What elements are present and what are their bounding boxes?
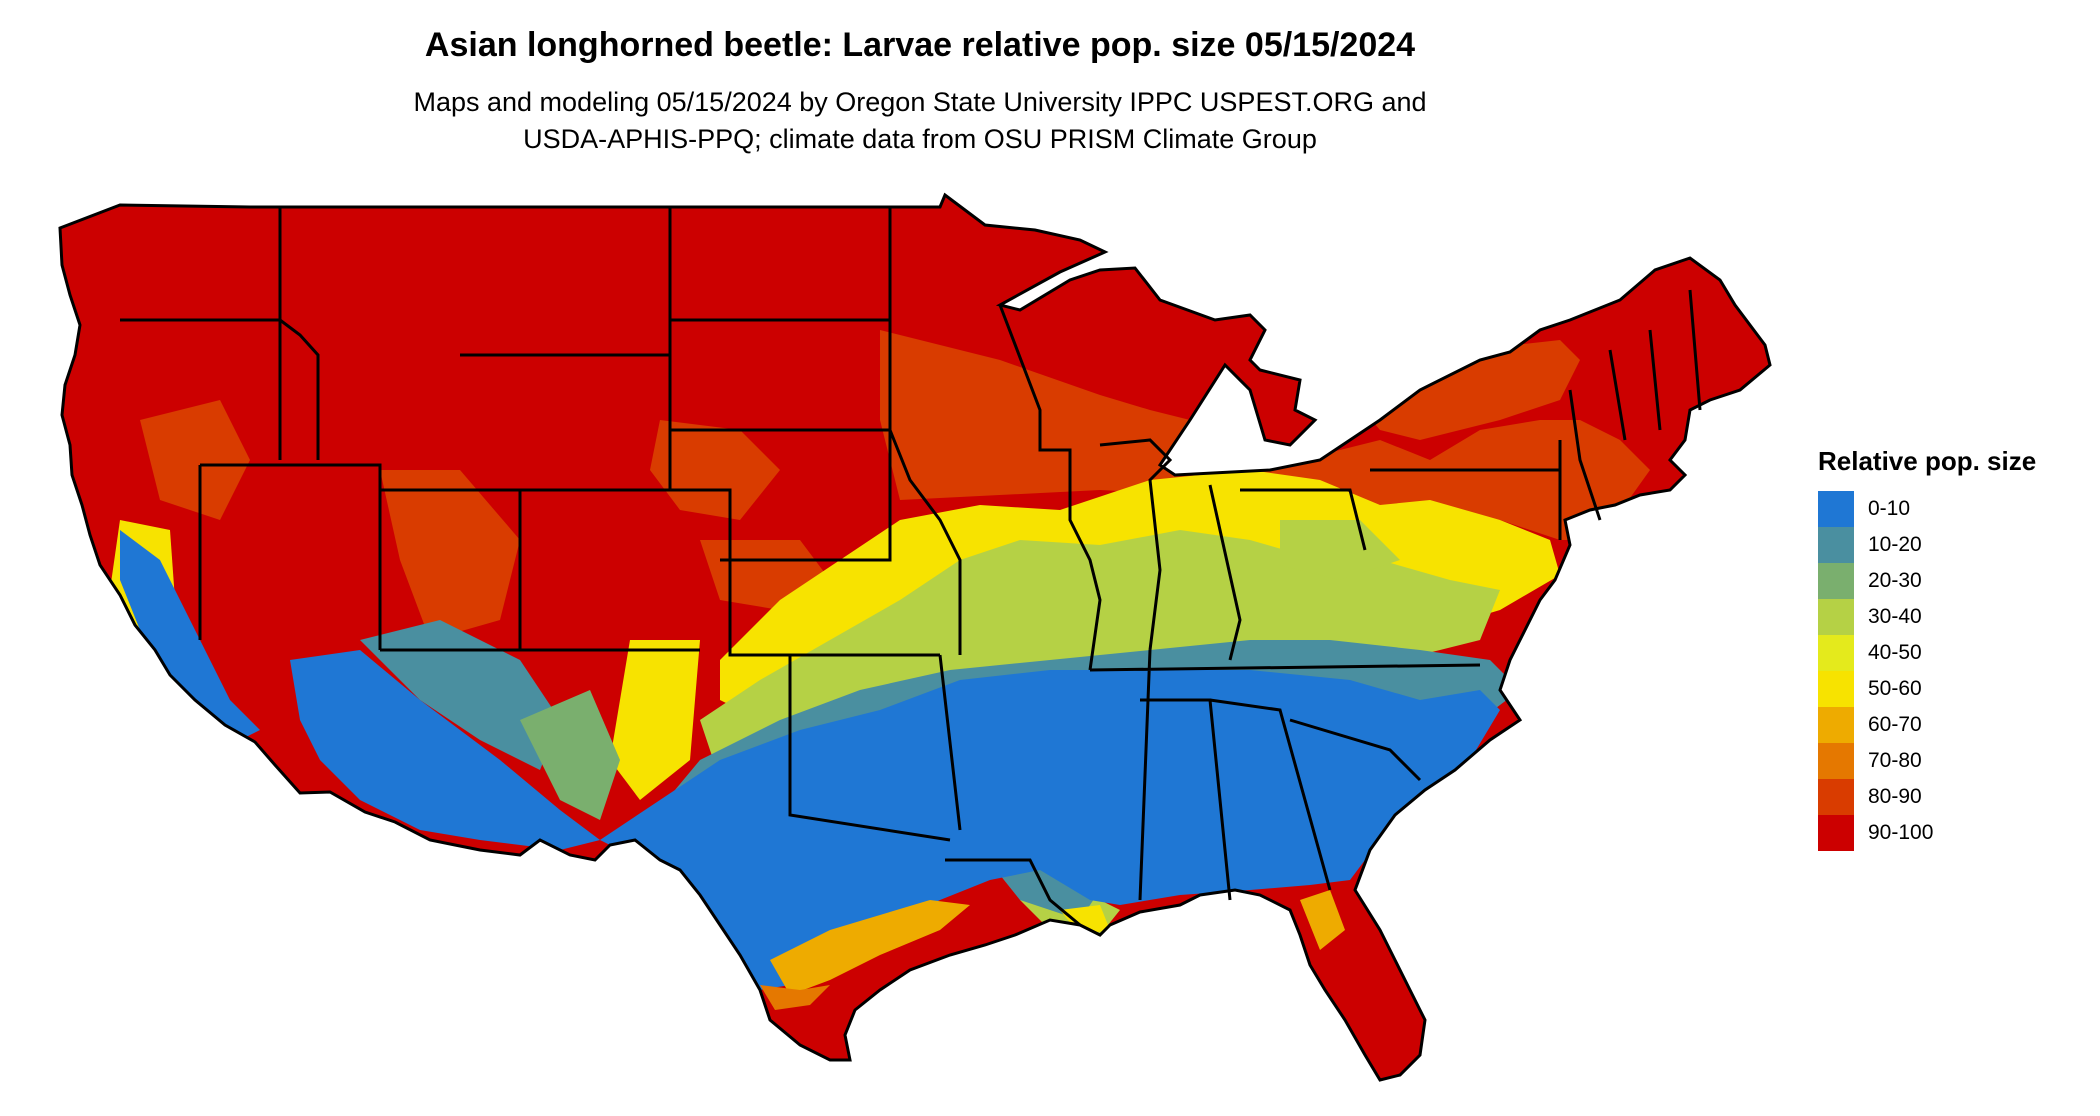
legend-item: 80-90 [1818, 779, 2036, 815]
legend-swatch [1818, 527, 1854, 563]
us-population-map [58, 193, 1772, 1082]
legend-label: 90-100 [1868, 821, 1934, 844]
subtitle-line-1: Maps and modeling 05/15/2024 by Oregon S… [413, 87, 1427, 117]
legend-item: 90-100 [1818, 815, 2036, 851]
legend-label: 60-70 [1868, 713, 1922, 736]
legend-swatch [1818, 599, 1854, 635]
legend-label: 50-60 [1868, 677, 1922, 700]
legend-label: 0-10 [1868, 497, 1911, 520]
legend-label: 80-90 [1868, 785, 1922, 808]
legend-swatch [1818, 635, 1854, 671]
map-subtitle: Maps and modeling 05/15/2024 by Oregon S… [0, 84, 1840, 158]
legend-swatch [1818, 491, 1854, 527]
legend-swatch [1818, 671, 1854, 707]
legend-label: 10-20 [1868, 533, 1922, 556]
legend-label: 70-80 [1868, 749, 1922, 772]
legend-label: 30-40 [1868, 605, 1922, 628]
state-borders [58, 193, 1772, 1082]
subtitle-line-2: USDA-APHIS-PPQ; climate data from OSU PR… [523, 124, 1317, 154]
legend-item: 40-50 [1818, 635, 2036, 671]
legend-swatch [1818, 743, 1854, 779]
legend-item: 70-80 [1818, 743, 2036, 779]
legend-item: 0-10 [1818, 491, 2036, 527]
legend-swatch [1818, 707, 1854, 743]
legend-items: 0-10 10-20 20-30 30-40 40-50 50-60 60-70 70-80 8… [1818, 491, 2036, 851]
legend-item: 30-40 [1818, 599, 2036, 635]
legend-title: Relative pop. size [1818, 446, 2037, 476]
legend-swatch [1818, 779, 1854, 815]
legend-swatch [1818, 815, 1854, 851]
legend-item: 20-30 [1818, 563, 2036, 599]
legend-swatch [1818, 563, 1854, 599]
legend-item: 50-60 [1818, 671, 2036, 707]
legend: Relative pop. size 0-10 10-20 20-30 30-40 40… [1818, 446, 2036, 851]
legend-label: 20-30 [1868, 569, 1922, 592]
legend-item: 60-70 [1818, 707, 2036, 743]
map-title: Asian longhorned beetle: Larvae relative… [424, 26, 1416, 64]
legend-item: 10-20 [1818, 527, 2036, 563]
legend-label: 40-50 [1868, 641, 1922, 664]
